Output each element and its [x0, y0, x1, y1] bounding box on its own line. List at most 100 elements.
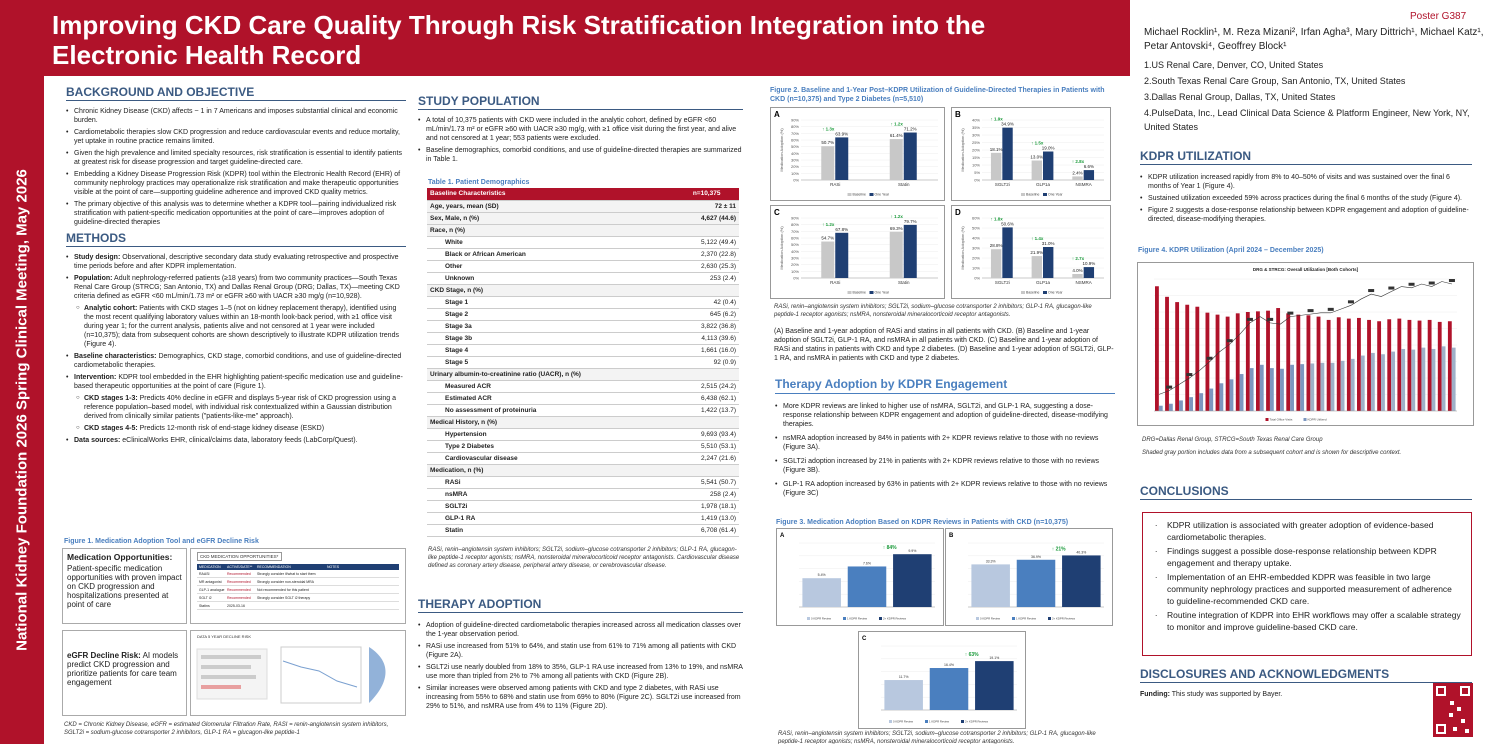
- info-line: [201, 655, 261, 659]
- data-label: 19.1%: [989, 656, 999, 660]
- y-tick-label: 0%: [793, 276, 799, 281]
- row-value: [674, 416, 739, 429]
- bar-office-visits: [1306, 315, 1311, 411]
- row-value: 253 (2.4): [674, 272, 739, 285]
- y-tick-label: 25%: [972, 140, 980, 145]
- y-tick-label: 80%: [791, 222, 799, 227]
- change-annotation: ↑ 84%: [883, 545, 897, 551]
- bar-one-year: [903, 224, 917, 278]
- table-cell: Strongly consider non-steroidal MRA: [257, 579, 314, 584]
- demographics-table: Baseline Characteristics n=10,375 Age, y…: [427, 188, 739, 537]
- table-row: Black or African American 2,370 (22.8): [427, 248, 739, 261]
- table-row: Stage 4 1,661 (16.0): [427, 344, 739, 357]
- list-item: Population: Adult nephrology-referred pa…: [66, 274, 406, 301]
- data-label: 5.4%: [818, 573, 826, 577]
- table-cell: Recommended: [227, 579, 251, 584]
- bar-office-visits: [1377, 321, 1382, 411]
- bar-office-visits: [1175, 302, 1180, 411]
- figure2c-chart: C 0% 10% 20%30% 40% 50%60% 70% 80%90% Medication…: [774, 208, 938, 295]
- list-item: nsMRA adoption increased by 84% in patie…: [775, 434, 1115, 452]
- poster-title: Improving CKD Care Quality Through Risk …: [52, 10, 986, 70]
- bar-office-visits: [1185, 304, 1190, 411]
- qr-code-pattern: [1436, 686, 1470, 734]
- bar-baseline: [990, 152, 1002, 180]
- x-tick-label: GLP1a: [1036, 280, 1051, 285]
- row-label: nsMRA: [427, 488, 675, 501]
- x-tick-label: SGLT2i: [995, 280, 1010, 285]
- data-label: 54.7%: [821, 236, 834, 241]
- figure2-title: Figure 2. Baseline and 1-Year Post–KDPR …: [770, 87, 1105, 103]
- table-row: Statin 6,708 (61.4): [427, 524, 739, 537]
- row-value: [674, 224, 739, 237]
- bar-kdpr-utilized: [1330, 362, 1335, 411]
- bar-office-visits: [1387, 319, 1392, 411]
- bar-office-visits: [1336, 317, 1341, 411]
- y-tick-label: 0%: [793, 178, 799, 183]
- study-population-list: A total of 10,375 patients with CKD were…: [418, 116, 743, 164]
- panel-letter: A: [774, 110, 780, 119]
- column-header: n=10,375: [674, 188, 739, 201]
- column-header: ACTIVE/DATE**: [227, 565, 253, 569]
- table-row: No assessment of proteinuria 1,422 (13.7): [427, 404, 739, 417]
- y-tick-label: 70%: [791, 229, 799, 234]
- bar-kdpr-utilized: [1401, 348, 1406, 411]
- row-value: 258 (2.4): [674, 488, 739, 501]
- row-label: Stage 3b: [427, 332, 675, 345]
- y-tick-label: 90%: [791, 118, 799, 123]
- table-row: SGLT2i 1,978 (18.1): [427, 500, 739, 513]
- legend-label: Total Office Visits: [1270, 418, 1293, 422]
- figure2a-chart: A 0% 10% 20%30% 40% 50%60% 70% 80%90% Medication…: [774, 110, 938, 197]
- row-label: Type 2 Diabetes: [427, 440, 675, 453]
- study-population-title: STUDY POPULATION: [418, 94, 743, 110]
- list-item: SGLT2i adoption increased by 21% in pati…: [775, 457, 1115, 475]
- row-value: 1,419 (13.0): [674, 512, 739, 525]
- bar: [802, 578, 841, 607]
- box-text: eGFR Decline Risk: AI models predict CKD…: [67, 651, 179, 687]
- bar-one-year: [1043, 247, 1054, 278]
- row-value: 6,438 (62.1): [674, 392, 739, 405]
- bar-kdpr-utilized: [1360, 355, 1365, 411]
- bar-baseline: [1031, 160, 1042, 180]
- table-row: CKD Stage, n (%): [427, 284, 739, 297]
- kdpr-utilization-section: KDPR UTILIZATION KDPR utilization increa…: [1140, 149, 1472, 227]
- figure3c-chart: C 11.7% 16.4% 19.1% ↑ 63% 0 KDPR Review 1 KDPR…: [862, 636, 1017, 724]
- table-row: Stage 3b 4,113 (39.6): [427, 332, 739, 345]
- table-row: Race, n (%): [427, 224, 739, 237]
- list-item: KDPR utilization increased rapidly from …: [1140, 173, 1472, 191]
- data-label: 11.7%: [899, 675, 909, 679]
- legend-label: Baseline: [1026, 193, 1039, 197]
- bar-baseline: [889, 139, 903, 180]
- row-value: 5,122 (49.4): [674, 236, 739, 249]
- y-tick-label: 40%: [972, 118, 980, 123]
- figure3-title: Figure 3. Medication Adoption Based on K…: [776, 519, 1069, 526]
- legend-label: One Year: [875, 291, 890, 295]
- figure3c-panel: C 11.7% 16.4% 19.1% ↑ 63% 0 KDPR Review 1 KDPR…: [858, 631, 1026, 729]
- change-annotation: ↑ 1.5x: [1031, 141, 1044, 146]
- change-annotation: ↑ 2.7x: [1072, 256, 1085, 261]
- list-item: Baseline characteristics: Demographics, …: [66, 352, 406, 370]
- point-label: [1206, 356, 1213, 360]
- row-label: Measured ACR: [427, 380, 675, 393]
- qr-code[interactable]: [1433, 683, 1473, 737]
- y-tick-label: 20%: [791, 164, 799, 169]
- data-label: 28.8%: [990, 243, 1003, 248]
- y-tick-label: 30%: [791, 158, 799, 163]
- y-tick-label: 20%: [972, 256, 980, 261]
- legend-label: KDPR Utilized: [1308, 418, 1327, 422]
- figure2b-chart: B 0% 5% 10% 15% 20% 25% 30% 35% 40% Medication Ado…: [955, 110, 1104, 197]
- conclusions-box: KDPR utilization is associated with grea…: [1142, 512, 1472, 656]
- point-label: [1186, 373, 1193, 377]
- change-annotation: ↑ 2.8x: [1072, 159, 1085, 164]
- bar: [929, 668, 969, 710]
- list-item: Routine integration of KDPR into EHR wor…: [1153, 607, 1461, 633]
- panel-letter: B: [949, 533, 954, 539]
- table-row: Estimated ACR 6,438 (62.1): [427, 392, 739, 405]
- change-annotation: ↑ 21%: [1052, 546, 1066, 552]
- row-value: 645 (6.2): [674, 308, 739, 321]
- change-annotation: ↑ 1.3x: [822, 126, 835, 131]
- legend-swatch: [1265, 418, 1269, 421]
- row-label: Unknown: [427, 272, 675, 285]
- table-cell: Strongly consider if/what to start them: [257, 571, 316, 576]
- x-tick-label: NSMRA: [1076, 280, 1092, 285]
- kdpr-engagement-title: Therapy Adoption by KDPR Engagement: [775, 377, 1115, 394]
